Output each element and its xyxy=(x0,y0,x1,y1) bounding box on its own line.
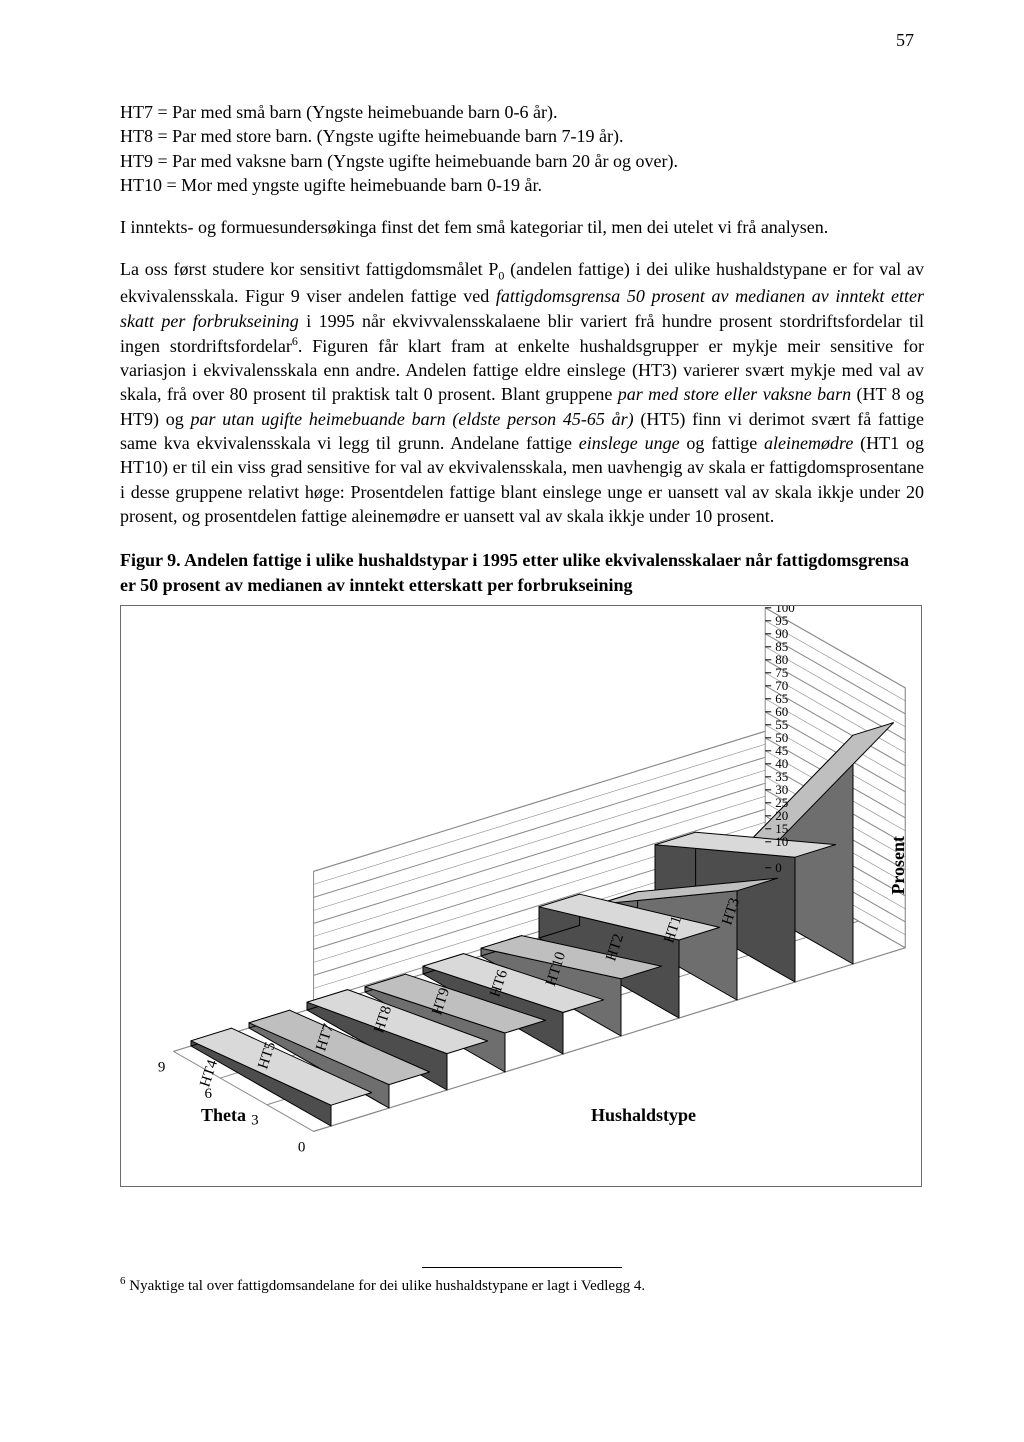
svg-text:25: 25 xyxy=(775,795,788,810)
svg-text:9: 9 xyxy=(158,1059,166,1075)
p-italic-3: par utan ugifte heimebuande barn (eldste… xyxy=(191,409,634,429)
svg-text:40: 40 xyxy=(775,756,788,771)
ht-definitions: HT7 = Par med små barn (Yngste heimebuan… xyxy=(120,100,924,197)
figure-caption: Figur 9. Andelen fattige i ulike hushald… xyxy=(120,548,924,597)
def-ht8: HT8 = Par med store barn. (Yngste ugifte… xyxy=(120,124,924,148)
p-text-1: La oss først studere kor sensitivt fatti… xyxy=(120,259,498,279)
svg-text:0: 0 xyxy=(775,860,782,875)
svg-text:80: 80 xyxy=(775,652,788,667)
svg-text:85: 85 xyxy=(775,639,788,654)
page: 57 HT7 = Par med små barn (Yngste heimeb… xyxy=(0,0,1024,1442)
p-italic-5: aleinemødre xyxy=(764,433,853,453)
p-text-7: og fattige xyxy=(680,433,764,453)
svg-text:90: 90 xyxy=(775,626,788,641)
svg-text:35: 35 xyxy=(775,769,788,784)
svg-text:100: 100 xyxy=(775,606,795,615)
svg-text:10: 10 xyxy=(775,834,788,849)
p-italic-2: par med store eller vaksne barn xyxy=(618,384,851,404)
svg-text:15: 15 xyxy=(775,821,788,836)
svg-text:6: 6 xyxy=(205,1086,213,1102)
svg-text:75: 75 xyxy=(775,665,788,680)
svg-text:0: 0 xyxy=(298,1139,306,1155)
svg-text:55: 55 xyxy=(775,717,788,732)
svg-text:95: 95 xyxy=(775,613,788,628)
svg-text:45: 45 xyxy=(775,743,788,758)
axis-label-prosent: Prosent xyxy=(888,836,909,895)
page-number: 57 xyxy=(896,30,914,51)
svg-text:65: 65 xyxy=(775,691,788,706)
svg-text:70: 70 xyxy=(775,678,788,693)
def-ht7: HT7 = Par med små barn (Yngste heimebuan… xyxy=(120,100,924,124)
intro-paragraph: I inntekts- og formuesundersøkinga finst… xyxy=(120,215,924,239)
svg-text:3: 3 xyxy=(251,1113,259,1129)
def-ht10: HT10 = Mor med yngste ugifte heimebuande… xyxy=(120,173,924,197)
svg-text:20: 20 xyxy=(775,808,788,823)
footnote-6: 6 Nyaktige tal over fattigdomsandelane f… xyxy=(120,1274,924,1297)
p-italic-4: einslege unge xyxy=(579,433,680,453)
svg-text:50: 50 xyxy=(775,730,788,745)
main-paragraph: La oss først studere kor sensitivt fatti… xyxy=(120,257,924,528)
axis-label-theta: Theta xyxy=(201,1105,246,1126)
axis-label-hushald: Hushaldstype xyxy=(591,1105,696,1126)
figure-9-chart: 0101520253035404550556065707580859095100… xyxy=(120,605,922,1187)
svg-text:30: 30 xyxy=(775,782,788,797)
chart-svg: 0101520253035404550556065707580859095100… xyxy=(121,606,921,1186)
def-ht9: HT9 = Par med vaksne barn (Yngste ugifte… xyxy=(120,149,924,173)
svg-text:60: 60 xyxy=(775,704,788,719)
footnote-rule xyxy=(422,1267,622,1268)
footnote-text: Nyaktige tal over fattigdomsandelane for… xyxy=(126,1278,646,1294)
